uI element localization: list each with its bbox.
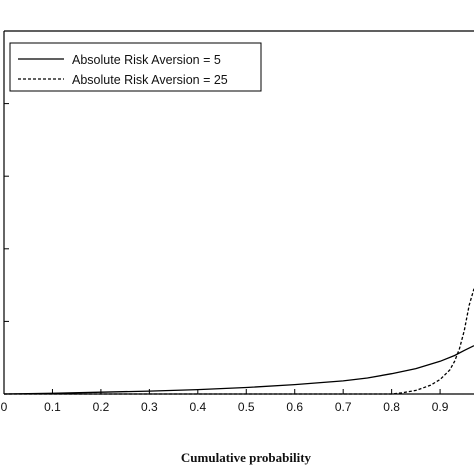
tick-labels: 0 0.1 0.2 0.3 0.4 0.5 0.6 0.7 0.8 0.9 <box>1 400 449 414</box>
series-line-2 <box>4 288 474 395</box>
x-axis-title: Cumulative probability <box>181 450 312 465</box>
x-tick-label: 0.5 <box>238 400 255 414</box>
x-tick-label: 0.9 <box>432 400 449 414</box>
x-tick-label: 0.4 <box>189 400 206 414</box>
legend-box <box>9 42 262 92</box>
x-tick-label: 0.1 <box>44 400 61 414</box>
x-tick-label: 0.6 <box>286 400 303 414</box>
legend-label-series-1: Absolute Risk Aversion = 5 <box>72 53 221 67</box>
x-tick-label: 0.7 <box>335 400 352 414</box>
x-tick-label: 0.8 <box>383 400 400 414</box>
series-line-1 <box>3 345 474 395</box>
legend: Absolute Risk Aversion = 5 Absolute Risk… <box>9 42 262 92</box>
x-tick-label: 0.2 <box>93 400 110 414</box>
x-tick-label: 0 <box>1 400 8 414</box>
series-layer <box>3 288 474 395</box>
legend-label-series-2: Absolute Risk Aversion = 25 <box>72 73 228 87</box>
x-tick-label: 0.3 <box>141 400 158 414</box>
